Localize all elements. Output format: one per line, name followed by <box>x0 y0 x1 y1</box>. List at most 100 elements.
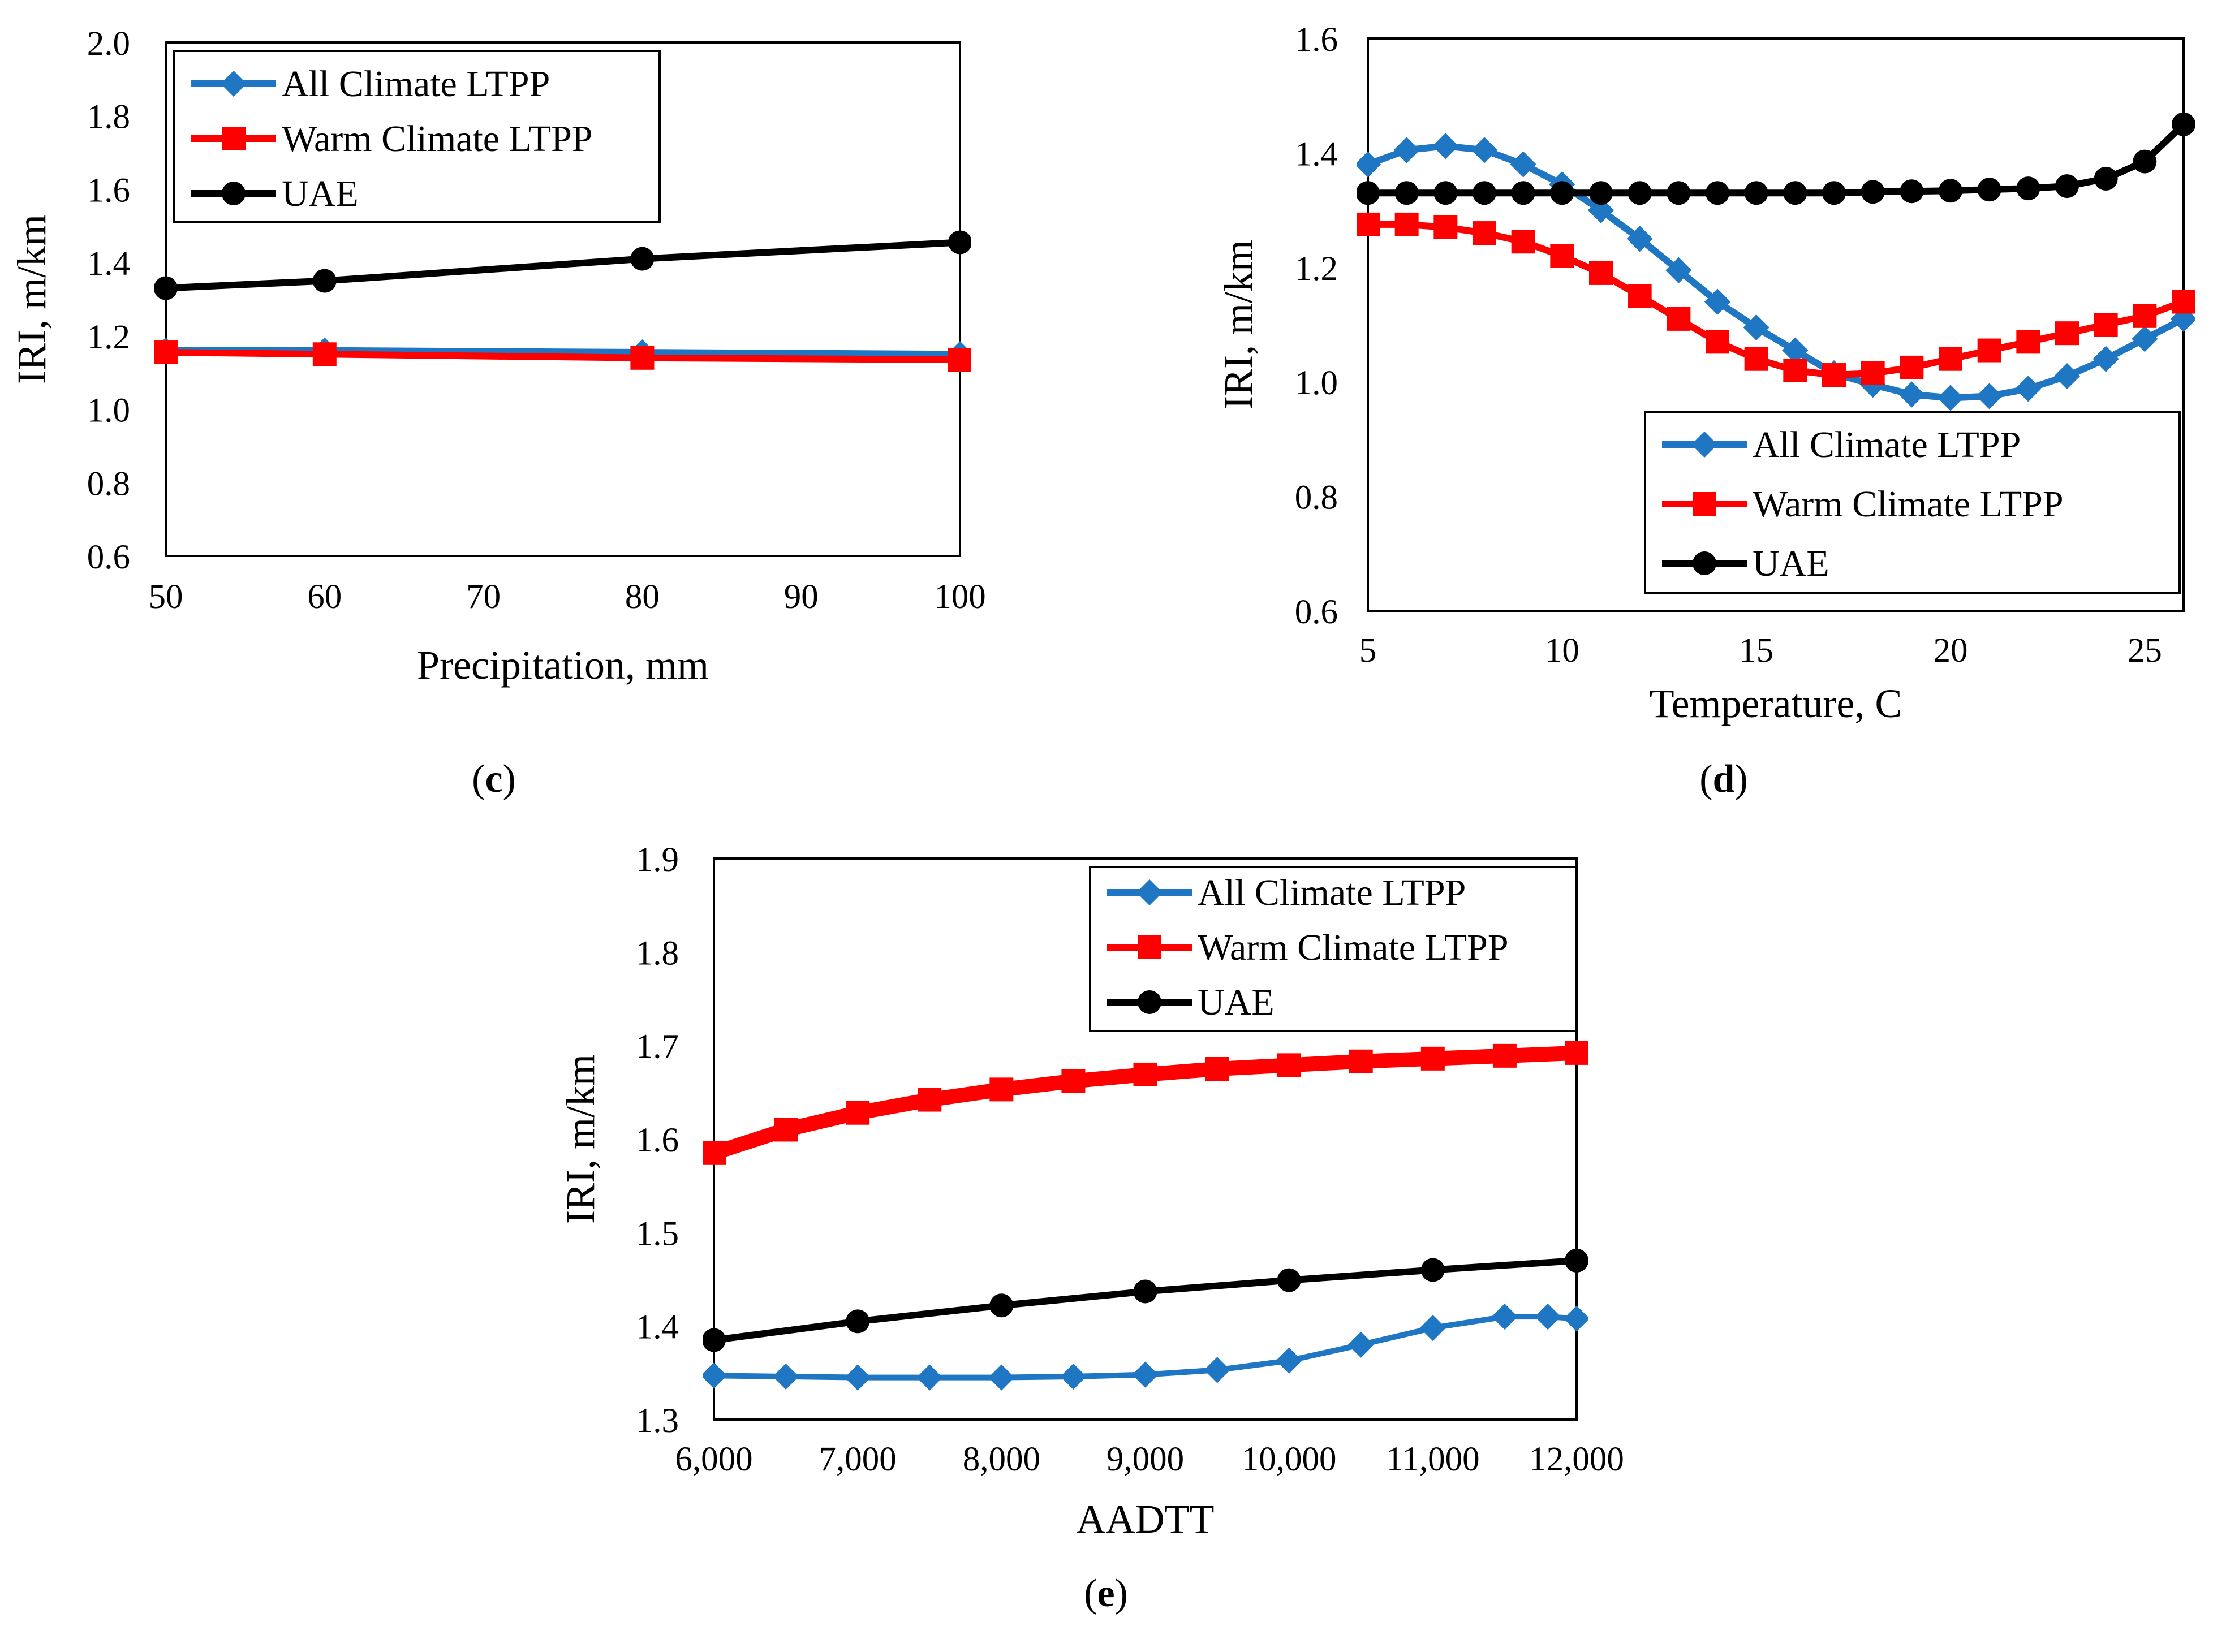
x-axis-label: Temperature, C <box>1650 681 1902 726</box>
data-point <box>1393 137 1420 163</box>
data-point <box>1132 1361 1159 1388</box>
x-axis-label: Precipitation, mm <box>417 642 709 688</box>
data-point <box>1060 1363 1087 1390</box>
legend-marker <box>1138 990 1161 1014</box>
data-point <box>1535 1304 1561 1330</box>
legend-marker <box>1691 431 1718 458</box>
series-line <box>162 349 963 364</box>
data-point <box>1939 347 1962 371</box>
data-point <box>630 346 655 370</box>
legend-marker <box>222 182 246 205</box>
data-point <box>2094 313 2118 337</box>
data-point <box>154 340 178 365</box>
data-point <box>2016 330 2040 354</box>
data-point <box>2172 290 2195 314</box>
data-point <box>1822 181 1846 205</box>
series-line <box>162 239 963 292</box>
series-warm-climate-ltpp <box>1357 212 2195 387</box>
data-point <box>1744 347 1768 371</box>
series-uae <box>154 230 971 300</box>
panel-caption: (c) <box>472 757 516 801</box>
data-point <box>1550 181 1574 205</box>
data-point <box>1277 1268 1301 1292</box>
data-point <box>2055 174 2079 199</box>
data-point <box>1976 383 2003 409</box>
legend-entry: Warm Climate LTPP <box>1753 484 2064 525</box>
data-point <box>2093 346 2119 372</box>
legend-entry: All Climate LTPP <box>282 63 550 105</box>
y-tick-label: 1.9 <box>636 841 679 879</box>
data-point <box>1977 338 2001 363</box>
data-point <box>989 1293 1014 1318</box>
legend-marker <box>1693 492 1716 516</box>
legend-entry: UAE <box>282 173 359 214</box>
series-uae <box>1357 112 2195 205</box>
y-axis-label: IRI, m/km <box>1216 240 1261 409</box>
data-point <box>1667 307 1691 331</box>
y-tick-label: 1.5 <box>636 1215 679 1253</box>
y-axis-label: IRI, m/km <box>558 1054 603 1224</box>
y-tick-label: 1.4 <box>636 1309 679 1347</box>
y-tick-label: 1.6 <box>1295 21 1338 59</box>
x-tick-label: 15 <box>1739 632 1773 670</box>
x-tick-label: 5 <box>1359 632 1377 670</box>
data-point <box>988 1364 1015 1391</box>
y-tick-label: 1.2 <box>1295 250 1338 288</box>
legend: All Climate LTPP Warm Climate LTPP UAE <box>1644 411 2181 594</box>
data-point <box>1357 212 1380 236</box>
x-tick-label: 60 <box>307 578 342 616</box>
data-point <box>1061 1069 1086 1093</box>
data-point <box>1937 385 1964 411</box>
data-point <box>1492 1043 1517 1068</box>
legend-marker <box>1693 551 1716 575</box>
data-point <box>1277 1053 1301 1077</box>
x-tick-label: 6,000 <box>675 1440 752 1478</box>
data-point <box>845 1364 871 1391</box>
data-point <box>1550 244 1574 268</box>
x-tick-label: 12,000 <box>1529 1440 1624 1478</box>
y-tick-label: 0.8 <box>1295 479 1338 517</box>
data-point <box>2015 376 2042 402</box>
data-point <box>846 1309 870 1334</box>
data-point <box>2053 363 2081 390</box>
data-point <box>1706 181 1729 205</box>
y-tick-label: 2.0 <box>87 25 130 63</box>
legend-entry: UAE <box>1198 982 1275 1023</box>
y-tick-label: 0.8 <box>87 465 130 503</box>
x-tick-label: 70 <box>466 578 501 616</box>
data-point <box>1783 181 1807 205</box>
x-tick-label: 9,000 <box>1106 1440 1184 1478</box>
x-tick-label: 8,000 <box>963 1440 1040 1478</box>
data-point <box>1589 181 1613 205</box>
series-uae <box>703 1248 1588 1352</box>
x-tick-label: 11,000 <box>1386 1440 1480 1478</box>
y-tick-label: 1.4 <box>87 245 130 283</box>
y-tick-label: 1.7 <box>636 1028 679 1066</box>
data-point <box>1473 221 1496 245</box>
x-tick-label: 7,000 <box>819 1440 897 1478</box>
data-point <box>1626 226 1653 252</box>
data-point <box>1822 363 1846 387</box>
y-tick-label: 1.6 <box>636 1122 679 1159</box>
data-point <box>1357 151 1381 178</box>
x-tick-label: 100 <box>934 578 986 616</box>
data-point <box>846 1101 870 1125</box>
data-point <box>1667 181 1691 205</box>
chart-precipitation: 0.6 0.8 1.0 1.2 1.4 1.6 1.8 2.0 50 60 70 80 90 100 IRI… <box>9 25 986 801</box>
data-point <box>2094 166 2118 191</box>
data-point <box>1861 180 1885 204</box>
y-tick-label: 1.2 <box>87 318 130 356</box>
data-point <box>1432 133 1459 159</box>
data-point <box>1939 179 1962 203</box>
series-line <box>1364 120 2187 197</box>
data-point <box>1665 257 1692 283</box>
data-point <box>918 1088 942 1112</box>
data-point <box>1782 337 1809 364</box>
data-point <box>1133 1062 1157 1086</box>
legend-marker <box>1138 935 1161 959</box>
y-tick-label: 1.0 <box>87 392 130 430</box>
data-point <box>1204 1357 1230 1383</box>
data-point <box>2133 149 2157 174</box>
data-point <box>703 1328 726 1352</box>
